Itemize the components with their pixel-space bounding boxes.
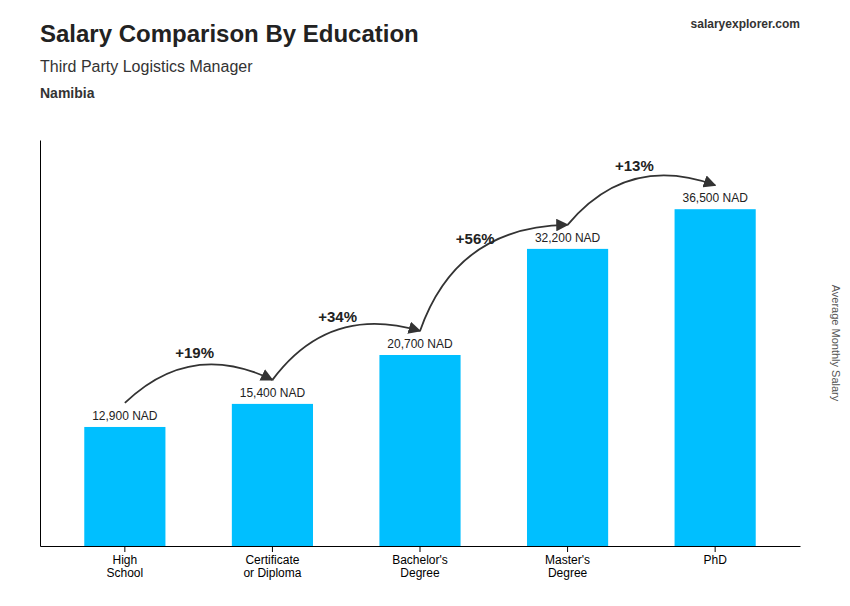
arrow: [125, 364, 273, 403]
bar: [232, 404, 313, 546]
country: Namibia: [40, 85, 95, 101]
x-tick-label: Certificateor Diploma: [243, 553, 301, 581]
plot: HighSchool Certificateor Diploma Bachelor'…: [41, 141, 801, 581]
bars: [84, 209, 755, 546]
x-tick-mark: [272, 546, 273, 552]
title: Salary Comparison By Education: [40, 20, 419, 47]
source: salaryexplorer.com: [691, 17, 800, 31]
x-tick: Certificateor Diploma: [243, 546, 301, 580]
x-tick-mark: [715, 546, 716, 552]
y-axis: [40, 141, 41, 547]
bar: [527, 249, 608, 546]
subtitle: Third Party Logistics Manager: [40, 58, 253, 75]
x-axis: HighSchool Certificateor Diploma Bachelor'…: [41, 546, 801, 580]
arrow: [568, 175, 716, 224]
x-tick-mark: [567, 546, 568, 552]
data-label: 12,900 NAD: [92, 409, 158, 423]
x-tick: Bachelor'sDegree: [392, 546, 448, 580]
annotation: +56%: [456, 230, 495, 247]
x-tick: HighSchool: [107, 546, 144, 580]
data-label: 15,400 NAD: [240, 386, 306, 400]
x-tick-label: Master'sDegree: [545, 553, 590, 581]
x-tick-label: PhD: [703, 553, 727, 567]
data-label: 20,700 NAD: [387, 337, 453, 351]
x-tick-label: Bachelor'sDegree: [392, 553, 448, 581]
x-tick-label: HighSchool: [107, 553, 144, 581]
bar: [379, 355, 460, 546]
data-label: 32,200 NAD: [535, 231, 601, 245]
y-axis-line: [40, 141, 41, 547]
source-part: explorer.com: [725, 17, 800, 31]
bar: [675, 209, 756, 546]
annotation: +34%: [318, 308, 357, 325]
x-tick: Master'sDegree: [545, 546, 590, 580]
annotation: +19%: [175, 344, 214, 361]
source-part: salary: [691, 17, 726, 31]
arrow: [272, 324, 420, 380]
data-label: 36,500 NAD: [682, 191, 748, 205]
x-tick: PhD: [703, 546, 727, 567]
bar: [84, 427, 165, 546]
x-tick-mark: [420, 546, 421, 552]
arrow: [420, 225, 568, 331]
x-tick-mark: [124, 546, 125, 552]
annotations: +19% +34% +56% +13%: [125, 157, 715, 403]
data-labels: 12,900 NAD 15,400 NAD 20,700 NAD 32,200 NAD…: [92, 191, 748, 423]
y-axis-label: Average Monthly Salary: [830, 285, 842, 402]
chart: Salary Comparison By Education Third Part…: [0, 0, 850, 606]
annotation: +13%: [615, 157, 654, 174]
